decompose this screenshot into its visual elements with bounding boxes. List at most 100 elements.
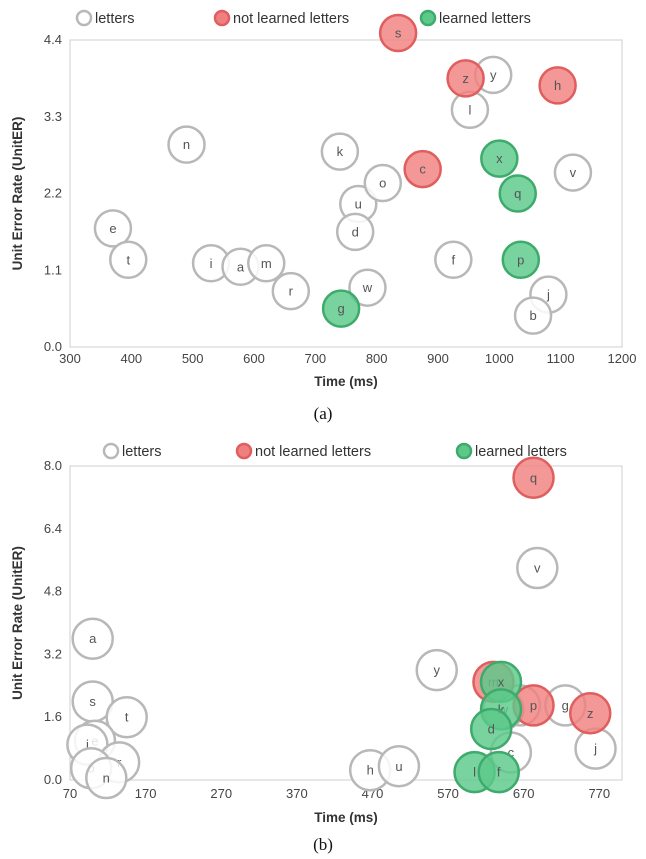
chart-panel-a: letters not learned letters learned letter… xyxy=(10,9,637,423)
point-marker xyxy=(568,692,612,735)
x-tick-label: 600 xyxy=(243,351,265,366)
point-marker xyxy=(320,132,360,171)
legend-label-learned: learned letters xyxy=(475,444,567,460)
y-tick-label: 6.4 xyxy=(44,521,62,536)
point-label: v xyxy=(534,561,541,576)
legend-label-learned: learned letters xyxy=(439,11,531,27)
point-label: t xyxy=(126,252,130,267)
data-point-u: u xyxy=(377,745,421,788)
legend-marker-not_learned xyxy=(235,442,253,460)
data-point-g: g xyxy=(321,289,361,328)
y-tick-label: 1.1 xyxy=(44,262,62,277)
data-point-v: v xyxy=(516,546,559,590)
data-point-e: e xyxy=(93,209,133,248)
point-marker xyxy=(321,289,361,328)
point-label: f xyxy=(497,765,501,780)
point-label: s xyxy=(89,694,96,709)
data-point-y: y xyxy=(415,648,458,692)
data-point-m: m xyxy=(247,244,286,283)
point-label: g xyxy=(562,698,569,713)
point-label: q xyxy=(530,470,537,485)
point-label: h xyxy=(554,78,561,93)
data-point-b: b xyxy=(513,296,553,335)
x-tick-label: 270 xyxy=(210,786,232,801)
x-tick-label: 1000 xyxy=(485,351,514,366)
point-label: c xyxy=(508,745,515,760)
point-label: u xyxy=(395,759,402,774)
point-label: v xyxy=(570,165,577,180)
data-point-p: p xyxy=(512,684,555,727)
point-label: z xyxy=(462,71,469,86)
point-marker xyxy=(434,240,473,280)
point-marker xyxy=(403,149,442,189)
x-tick-label: 70 xyxy=(63,786,77,801)
x-tick-label: 700 xyxy=(304,351,326,366)
point-label: a xyxy=(89,631,97,646)
point-label: t xyxy=(125,710,129,725)
data-point-n: n xyxy=(85,756,128,800)
legend-label-not_learned: not learned letters xyxy=(255,444,371,460)
plot-frame xyxy=(69,39,623,348)
data-point-h: h xyxy=(538,66,577,105)
point-label: l xyxy=(468,102,471,117)
legend-label-not_learned: not learned letters xyxy=(233,11,349,27)
x-tick-label: 300 xyxy=(59,351,81,366)
data-point-c: c xyxy=(403,149,442,189)
data-point-f: f xyxy=(434,240,473,280)
x-tick-label: 1200 xyxy=(608,351,637,366)
data-point-q: q xyxy=(498,174,537,213)
data-point-k: k xyxy=(320,132,360,171)
point-label: y xyxy=(490,67,497,82)
point-label: e xyxy=(109,221,116,236)
point-label: q xyxy=(514,186,521,201)
data-point-p: p xyxy=(501,240,541,280)
point-label: j xyxy=(593,741,597,756)
point-label: p xyxy=(530,698,537,713)
point-label: c xyxy=(419,162,426,177)
point-marker xyxy=(516,546,559,590)
point-marker xyxy=(480,139,519,178)
point-label: n xyxy=(103,771,110,786)
point-label: j xyxy=(546,287,550,302)
point-label: l xyxy=(473,765,476,780)
data-point-t: t xyxy=(109,240,148,280)
legend-marker-learned xyxy=(419,9,437,27)
point-marker xyxy=(538,66,577,105)
scatter-chart-a: letters not learned letters learned letter… xyxy=(10,9,637,389)
point-label: b xyxy=(529,308,536,323)
data-point-w: w xyxy=(348,268,387,307)
data-point-f: f xyxy=(477,750,520,794)
data-point-o: o xyxy=(363,163,403,203)
point-label: i xyxy=(210,256,213,271)
point-label: o xyxy=(379,176,386,191)
data-point-s: s xyxy=(378,13,418,53)
x-tick-label: 670 xyxy=(513,786,535,801)
data-point-z: z xyxy=(446,59,485,98)
point-label: d xyxy=(488,721,495,736)
point-marker xyxy=(501,240,541,280)
plot-frame xyxy=(69,465,623,781)
point-marker xyxy=(247,244,286,283)
y-tick-label: 4.4 xyxy=(44,32,62,47)
point-marker xyxy=(335,212,375,252)
point-label: h xyxy=(367,763,374,778)
scatter-chart-b: letters not learned letters learned letter… xyxy=(10,442,623,825)
point-marker xyxy=(85,756,128,800)
x-axis-title: Time (ms) xyxy=(314,810,378,825)
legend-label-letters: letters xyxy=(95,11,135,27)
point-label: x xyxy=(498,674,505,689)
point-label: k xyxy=(498,702,505,717)
y-tick-label: 4.8 xyxy=(44,584,62,599)
point-label: u xyxy=(355,196,362,211)
point-label: s xyxy=(395,26,402,41)
point-marker xyxy=(363,163,403,203)
x-tick-label: 500 xyxy=(182,351,204,366)
point-marker xyxy=(109,240,148,280)
point-marker xyxy=(553,153,593,192)
point-marker xyxy=(469,707,513,751)
point-label: p xyxy=(517,252,524,267)
point-marker xyxy=(377,745,421,788)
point-marker xyxy=(498,174,537,213)
data-point-q: q xyxy=(512,456,555,500)
point-label: n xyxy=(183,137,190,152)
